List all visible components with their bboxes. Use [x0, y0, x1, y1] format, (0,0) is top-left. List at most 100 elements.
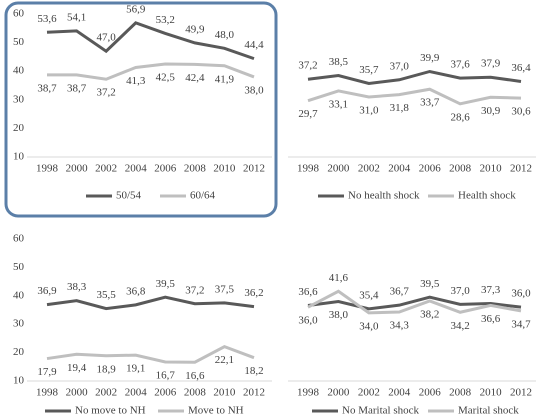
data-label: 35,5	[97, 289, 117, 301]
data-label: 35,4	[359, 289, 379, 301]
data-label: 30,6	[511, 106, 531, 118]
data-label: 36,2	[244, 287, 263, 299]
data-label: 42,5	[156, 72, 176, 84]
data-label: 29,7	[298, 108, 318, 120]
data-label: 37,3	[481, 284, 501, 296]
x-tick-label: 2002	[95, 163, 117, 175]
data-label: 39,5	[420, 278, 440, 290]
data-label: 16,6	[185, 370, 205, 382]
data-label: 41,9	[215, 73, 235, 85]
legend-label: Health shock	[458, 190, 516, 202]
data-label: 31,8	[390, 102, 410, 114]
data-label: 56,9	[126, 3, 146, 15]
series-line	[46, 344, 255, 364]
highlight-frame	[4, 1, 278, 218]
x-tick-label: 2010	[480, 163, 503, 175]
legend-label: Move to NH	[188, 405, 244, 417]
data-label: 30,9	[481, 105, 501, 117]
data-label: 37,2	[97, 87, 116, 99]
x-tick-label: 2006	[154, 163, 177, 175]
data-label: 36,0	[298, 315, 318, 327]
data-label: 36,8	[126, 285, 146, 297]
data-label: 38,7	[37, 82, 57, 94]
x-tick-label: 2004	[388, 163, 411, 175]
data-label: 41,3	[126, 75, 146, 87]
legend-label: No Marital shock	[342, 405, 419, 417]
x-tick-label: 1998	[297, 163, 320, 175]
data-label: 38,2	[420, 308, 439, 320]
data-label: 19,4	[67, 362, 87, 374]
x-tick-label: 2006	[419, 387, 442, 399]
y-tick-label: 40	[13, 65, 25, 77]
y-tick-label: 30	[13, 93, 25, 105]
data-label: 54,1	[67, 11, 86, 23]
data-label: 38,0	[329, 309, 349, 321]
data-label: 37,2	[185, 284, 204, 296]
data-label: 36,6	[298, 286, 318, 298]
x-tick-label: 2000	[66, 387, 89, 399]
x-tick-label: 2012	[243, 387, 265, 399]
y-tick-label: 30	[13, 318, 25, 330]
data-label: 36,0	[511, 288, 531, 300]
data-label: 18,2	[244, 365, 263, 377]
y-tick-label: 10	[13, 151, 25, 163]
data-label: 49,9	[185, 23, 205, 35]
data-label: 31,0	[359, 104, 379, 116]
y-tick-label: 20	[13, 122, 25, 134]
y-tick-label: 40	[13, 289, 25, 301]
x-tick-label: 2000	[66, 163, 89, 175]
data-label: 17,9	[37, 366, 57, 378]
x-tick-label: 2010	[213, 163, 236, 175]
data-label: 38,0	[244, 84, 264, 96]
data-label: 35,7	[359, 64, 379, 76]
legend-label: No health shock	[348, 190, 420, 202]
data-label: 38,5	[329, 56, 349, 68]
data-label: 34,2	[451, 320, 470, 332]
series-line	[46, 21, 255, 61]
x-tick-label: 2010	[213, 387, 236, 399]
y-tick-label: 60	[13, 233, 25, 245]
data-label: 53,2	[156, 14, 175, 26]
data-label: 38,3	[67, 281, 87, 293]
data-label: 33,1	[329, 98, 348, 110]
data-label: 37,9	[481, 58, 501, 70]
x-tick-label: 2012	[510, 387, 532, 399]
x-tick-label: 2004	[388, 387, 411, 399]
data-label: 36,4	[511, 62, 531, 74]
data-label: 38,7	[67, 82, 87, 94]
data-label: 34,3	[390, 320, 410, 332]
data-label: 22,1	[215, 354, 234, 366]
x-tick-label: 2006	[419, 163, 442, 175]
data-label: 19,1	[126, 363, 145, 375]
y-tick-label: 50	[13, 261, 25, 273]
x-tick-label: 1998	[36, 387, 59, 399]
data-label: 37,0	[390, 60, 410, 72]
legend-label: 50/54	[116, 190, 142, 202]
y-tick-label: 20	[13, 346, 25, 358]
data-label: 37,0	[451, 285, 471, 297]
x-tick-label: 2004	[125, 163, 148, 175]
y-tick-label: 60	[13, 8, 25, 20]
data-label: 37,6	[451, 59, 471, 71]
data-label: 33,7	[420, 97, 440, 109]
data-label: 36,9	[37, 285, 57, 297]
x-tick-label: 2000	[327, 163, 350, 175]
x-tick-label: 2002	[358, 163, 380, 175]
data-label: 36,6	[481, 313, 501, 325]
x-tick-label: 2008	[449, 387, 472, 399]
x-tick-label: 2012	[243, 163, 265, 175]
legend-label: 60/64	[190, 190, 216, 202]
data-label: 36,7	[390, 286, 410, 298]
data-label: 53,6	[37, 13, 57, 25]
x-tick-label: 2008	[184, 387, 207, 399]
data-label: 18,9	[97, 363, 117, 375]
data-label: 47,0	[97, 32, 117, 44]
y-tick-label: 10	[13, 375, 25, 387]
x-tick-label: 2002	[95, 387, 117, 399]
data-label: 42,4	[185, 72, 205, 84]
x-tick-label: 2012	[510, 163, 532, 175]
series-line	[47, 62, 255, 81]
series-line	[307, 69, 522, 86]
